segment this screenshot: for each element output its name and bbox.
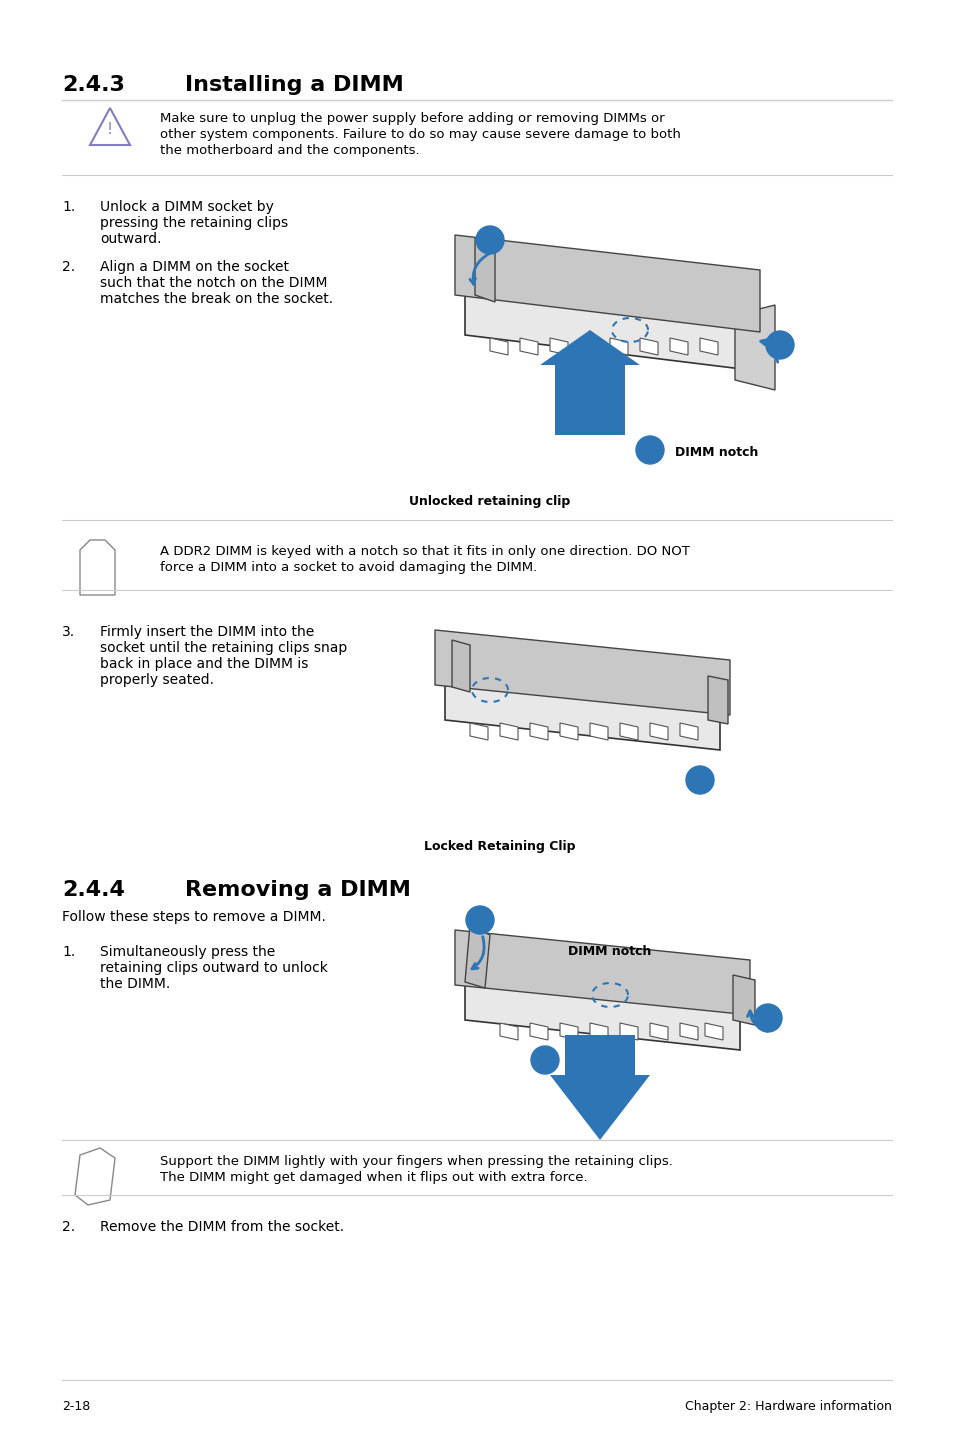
Text: socket until the retaining clips snap: socket until the retaining clips snap [100,641,347,654]
Text: Support the DIMM lightly with your fingers when pressing the retaining clips.: Support the DIMM lightly with your finge… [160,1155,672,1168]
Polygon shape [734,305,774,390]
Polygon shape [519,338,537,355]
Polygon shape [490,338,507,355]
Polygon shape [649,1022,667,1040]
Text: Installing a DIMM: Installing a DIMM [185,75,403,95]
Text: retaining clips outward to unlock: retaining clips outward to unlock [100,961,328,975]
Polygon shape [619,723,638,741]
Polygon shape [649,723,667,741]
Polygon shape [669,338,687,355]
Text: 2.: 2. [62,260,75,275]
Text: other system components. Failure to do so may cause severe damage to both: other system components. Failure to do s… [160,128,680,141]
Polygon shape [579,338,598,355]
Text: Removing a DIMM: Removing a DIMM [185,880,411,900]
Text: Unlock a DIMM socket by: Unlock a DIMM socket by [100,200,274,214]
Polygon shape [530,1022,547,1040]
Circle shape [465,906,494,935]
Polygon shape [609,338,627,355]
Text: 2.4.4: 2.4.4 [62,880,125,900]
Text: 1: 1 [762,1011,772,1024]
Text: !: ! [107,122,112,138]
Polygon shape [475,239,495,302]
Text: 1: 1 [476,913,484,926]
Text: Simultaneously press the: Simultaneously press the [100,945,275,959]
Polygon shape [455,234,760,332]
Text: Follow these steps to remove a DIMM.: Follow these steps to remove a DIMM. [62,910,326,925]
Text: 2: 2 [540,1054,549,1067]
Polygon shape [444,674,720,751]
Polygon shape [464,925,490,988]
Polygon shape [470,723,488,741]
Polygon shape [559,1022,578,1040]
Text: The DIMM might get damaged when it flips out with extra force.: The DIMM might get damaged when it flips… [160,1171,587,1183]
Text: outward.: outward. [100,232,161,246]
Text: Chapter 2: Hardware information: Chapter 2: Hardware information [684,1401,891,1414]
Text: Locked Retaining Clip: Locked Retaining Clip [424,840,576,853]
Text: force a DIMM into a socket to avoid damaging the DIMM.: force a DIMM into a socket to avoid dama… [160,561,537,574]
Circle shape [765,331,793,360]
Polygon shape [550,338,567,355]
Text: Make sure to unplug the power supply before adding or removing DIMMs or: Make sure to unplug the power supply bef… [160,112,664,125]
Circle shape [685,766,713,794]
Polygon shape [464,975,740,1050]
Text: Unlocked retaining clip: Unlocked retaining clip [409,495,570,508]
Text: Firmly insert the DIMM into the: Firmly insert the DIMM into the [100,626,314,638]
Polygon shape [589,723,607,741]
Text: such that the notch on the DIMM: such that the notch on the DIMM [100,276,327,290]
Polygon shape [435,630,729,715]
Circle shape [476,226,503,255]
Circle shape [753,1004,781,1032]
Text: DIMM notch: DIMM notch [568,945,651,958]
Polygon shape [700,338,718,355]
Polygon shape [589,1022,607,1040]
Polygon shape [539,329,639,436]
Polygon shape [550,1035,649,1140]
Text: Align a DIMM on the socket: Align a DIMM on the socket [100,260,289,275]
Polygon shape [704,1022,722,1040]
Text: Remove the DIMM from the socket.: Remove the DIMM from the socket. [100,1219,344,1234]
Polygon shape [464,285,749,370]
Polygon shape [499,1022,517,1040]
Polygon shape [530,723,547,741]
Polygon shape [639,338,658,355]
Polygon shape [455,930,749,1015]
Text: matches the break on the socket.: matches the break on the socket. [100,292,333,306]
Text: A DDR2 DIMM is keyed with a notch so that it fits in only one direction. DO NOT: A DDR2 DIMM is keyed with a notch so tha… [160,545,689,558]
Text: 2-18: 2-18 [62,1401,91,1414]
Text: 2: 2 [645,443,654,456]
Polygon shape [679,723,698,741]
Polygon shape [499,723,517,741]
Text: 2.4.3: 2.4.3 [62,75,125,95]
Polygon shape [707,676,727,723]
Text: the DIMM.: the DIMM. [100,976,170,991]
Text: the motherboard and the components.: the motherboard and the components. [160,144,419,157]
Text: 3.: 3. [62,626,75,638]
Text: properly seated.: properly seated. [100,673,213,687]
Text: DIMM notch: DIMM notch [675,447,758,460]
Polygon shape [732,975,754,1025]
Circle shape [636,436,663,464]
Polygon shape [679,1022,698,1040]
Text: 1: 1 [775,338,783,351]
Text: 1.: 1. [62,945,75,959]
Text: 1: 1 [485,233,494,246]
Text: 3: 3 [695,774,703,787]
Text: pressing the retaining clips: pressing the retaining clips [100,216,288,230]
Polygon shape [452,640,470,692]
Circle shape [531,1045,558,1074]
Polygon shape [559,723,578,741]
Text: 2.: 2. [62,1219,75,1234]
Text: back in place and the DIMM is: back in place and the DIMM is [100,657,308,672]
Text: 1.: 1. [62,200,75,214]
Polygon shape [619,1022,638,1040]
